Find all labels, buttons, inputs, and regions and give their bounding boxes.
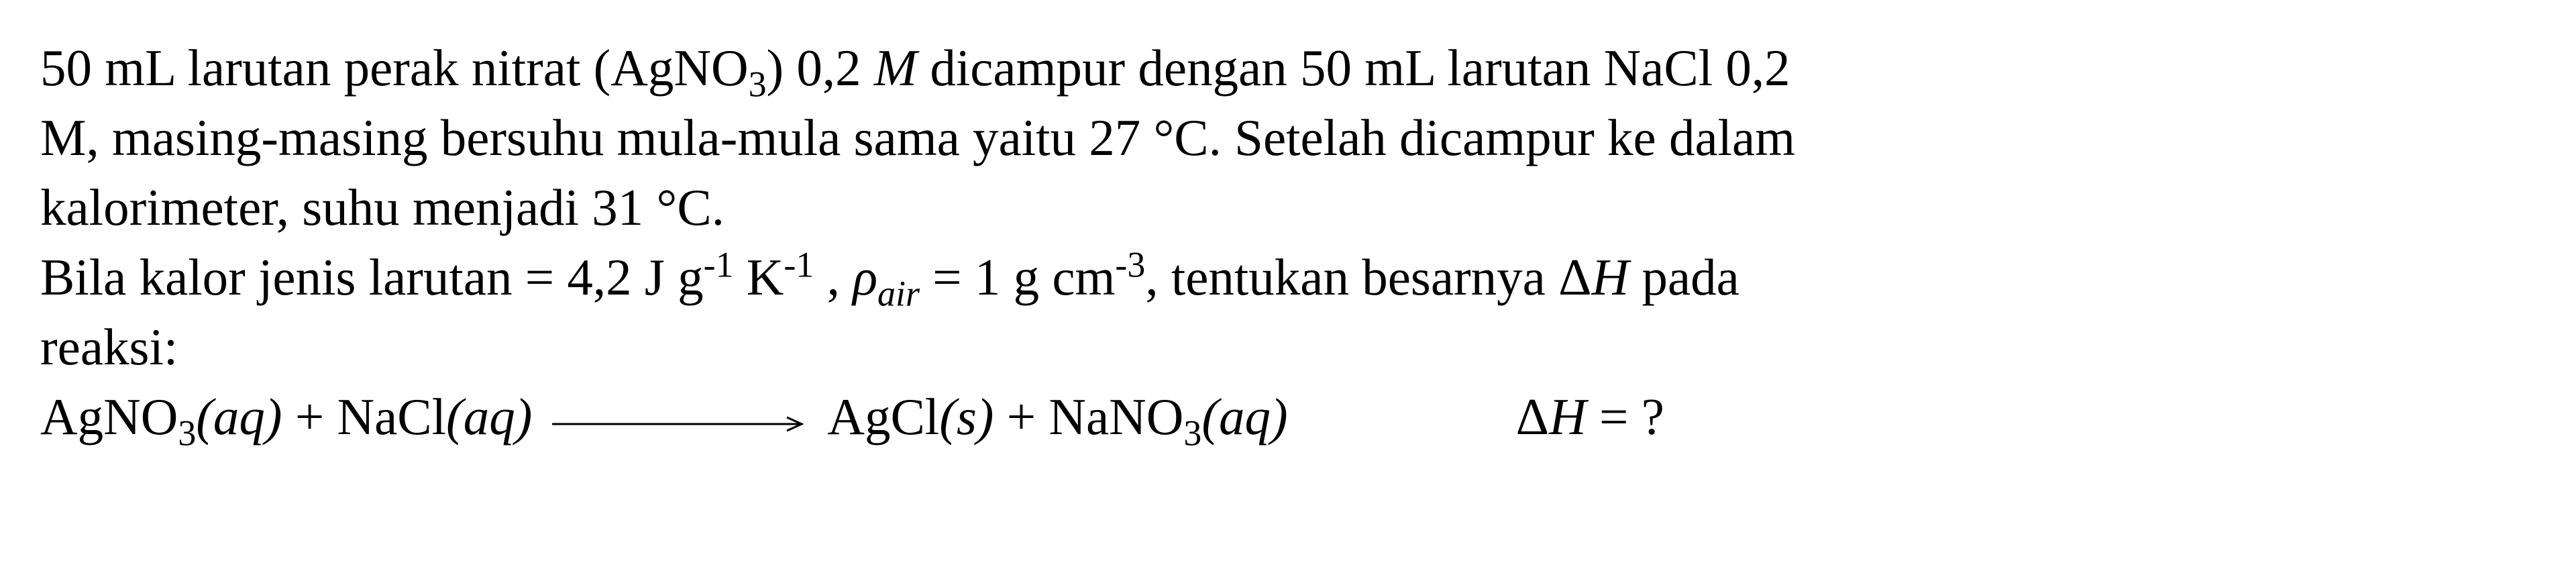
state-aq: (aq) (446, 388, 532, 446)
superscript-neg1: -1 (784, 244, 814, 284)
problem-text: 50 mL larutan perak nitrat (AgNO3) 0,2 M… (40, 34, 2536, 452)
state-s: (s) (939, 388, 994, 446)
text-line-1: 50 mL larutan perak nitrat (AgNO3) 0,2 M… (40, 34, 2536, 103)
text-line-2: M, masing-masing bersuhu mula-mula sama … (40, 103, 2536, 173)
delta-symbol: Δ (1516, 388, 1550, 446)
text-line-3: kalorimeter, suhu menjadi 31 °C. (40, 173, 2536, 243)
text-line-4: Bila kalor jenis larutan = 4,2 J g-1 K-1… (40, 243, 2536, 313)
superscript-neg3: -3 (1115, 244, 1145, 284)
text-fragment: Bila kalor jenis larutan = 4,2 J g (40, 248, 704, 306)
text-fragment: K (734, 248, 784, 306)
text-fragment: AgNO (40, 388, 178, 446)
product-side: AgCl(s) + NaNO3(aq) (827, 382, 1287, 452)
text-fragment: + NaNO (994, 388, 1183, 446)
superscript-neg1: -1 (704, 244, 734, 284)
text-fragment: , tentukan besarnya Δ (1145, 248, 1591, 306)
text-fragment: + NaCl (282, 388, 446, 446)
text-fragment: pada (1629, 248, 1739, 306)
text-fragment: , (814, 248, 853, 306)
enthalpy-h: H (1592, 248, 1629, 306)
subscript-3: 3 (749, 64, 767, 104)
state-aq: (aq) (196, 388, 282, 446)
subscript-air: air (877, 273, 920, 313)
state-aq: (aq) (1201, 388, 1287, 446)
reaction-arrow-icon (552, 382, 807, 452)
text-line-5: reaksi: (40, 313, 2536, 382)
text-fragment: = 1 g cm (920, 248, 1116, 306)
text-fragment: dicampur dengan 50 mL larutan NaCl 0,2 (917, 39, 1790, 97)
text-fragment: 50 mL larutan perak nitrat (AgNO (40, 39, 749, 97)
enthalpy-h: H (1549, 388, 1587, 446)
equation-line: AgNO3(aq) + NaCl(aq) AgCl(s) + NaNO3(aq)… (40, 382, 2536, 452)
text-fragment: ) 0,2 (767, 39, 874, 97)
subscript-3: 3 (1183, 413, 1201, 453)
rho-symbol: ρ (853, 248, 877, 306)
text-fragment: AgCl (827, 388, 939, 446)
molar-symbol: M (874, 39, 917, 97)
text-fragment: = ? (1587, 388, 1664, 446)
reactant-agno3: AgNO3(aq) + NaCl(aq) (40, 382, 532, 452)
subscript-3: 3 (178, 413, 196, 453)
delta-h-question: ΔH = ? (1516, 382, 1664, 452)
